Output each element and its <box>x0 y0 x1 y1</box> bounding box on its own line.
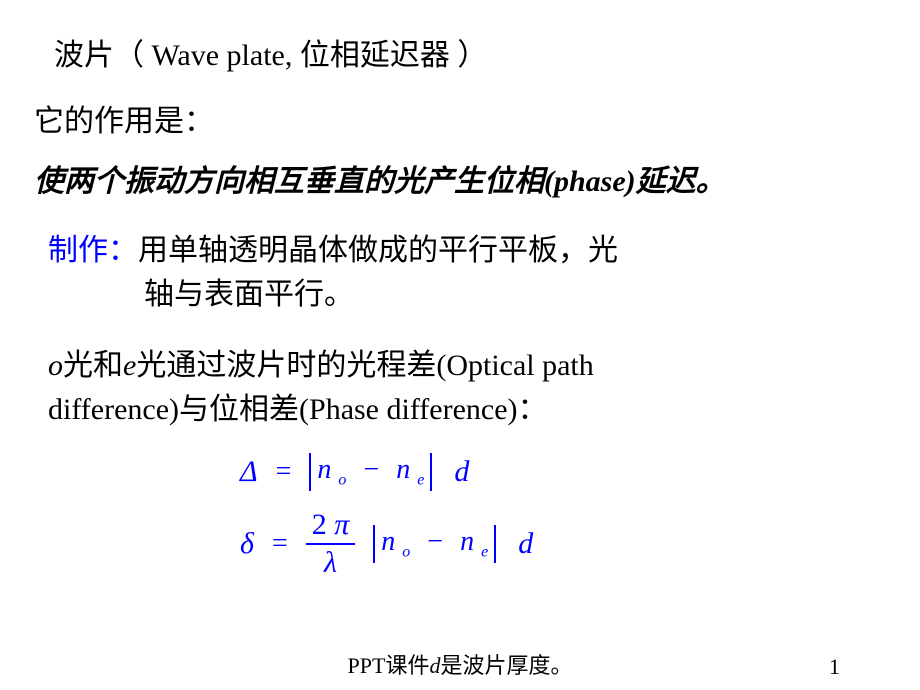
eq1-abs: n o − n e <box>309 453 432 491</box>
eq2-e-sub: e <box>481 543 488 560</box>
title-suffix: 位相延迟器 ） <box>300 39 488 72</box>
slide-title: 波片（ Wave plate, 位相延迟器 ） <box>54 30 890 74</box>
function-label: 它的作用是： <box>34 96 890 140</box>
eq2-minus: − <box>427 526 443 557</box>
eq2-lambda: λ <box>324 545 337 579</box>
eq1-e-sub: e <box>417 472 424 489</box>
o-italic: o <box>48 349 63 382</box>
eq2-fraction: 2 π λ <box>306 509 356 578</box>
opd-line2: difference)与位相差(Phase difference)： <box>48 393 548 426</box>
optical-path-block: o光和e光通过波片时的光程差(Optical path difference)与… <box>48 344 890 431</box>
eq2-numerator: 2 π <box>306 509 356 545</box>
make-line1: 用单轴透明晶体做成的平行平板，光 <box>138 234 618 267</box>
eq1-n2: n <box>396 454 410 485</box>
eq2-n2: n <box>460 526 474 557</box>
e-italic: e <box>123 349 136 382</box>
eq1-delta: Δ <box>240 455 258 489</box>
eq2-delta: δ <box>240 527 254 561</box>
opd-mid1: 光和 <box>63 349 123 382</box>
eq2-abs: n o − n e <box>373 525 496 563</box>
eq1-o-sub: o <box>338 472 346 489</box>
title-english: Wave plate, <box>152 39 300 72</box>
eq2-equals: = <box>272 528 288 560</box>
footer-text: PPT课件d是波片厚度。 <box>0 648 920 680</box>
eq2-pi: π <box>334 508 349 541</box>
eq2-o-sub: o <box>402 543 410 560</box>
page-number: 1 <box>829 654 840 680</box>
slide-content: 波片（ Wave plate, 位相延迟器 ） 它的作用是： 使两个振动方向相互… <box>0 0 920 578</box>
eq1-n1: n <box>317 454 331 485</box>
eq1-d: d <box>454 455 469 489</box>
make-label: 制作： <box>48 234 138 267</box>
opd-mid2: 光通过波片时的光程差(Optical path <box>136 349 593 382</box>
footer-rest: 是波片厚度。 <box>440 653 572 678</box>
footer-ppt: PPT课件 <box>348 653 430 678</box>
equation-1: Δ = n o − n e d <box>240 453 890 491</box>
function-description: 使两个振动方向相互垂直的光产生位相(phase)延迟。 <box>34 162 890 201</box>
footer-d: d <box>429 653 440 678</box>
title-prefix: 波片（ <box>54 39 152 72</box>
eq2-n1: n <box>381 526 395 557</box>
make-line2: 轴与表面平行。 <box>144 278 354 311</box>
equations-block: Δ = n o − n e d δ = 2 π λ n <box>240 453 890 578</box>
eq1-minus: − <box>363 454 379 485</box>
eq2-d: d <box>518 527 533 561</box>
make-block: 制作：用单轴透明晶体做成的平行平板，光 轴与表面平行。 <box>48 229 890 316</box>
equation-2: δ = 2 π λ n o − n e d <box>240 509 890 578</box>
eq2-two: 2 <box>312 508 327 541</box>
eq1-equals: = <box>276 456 292 488</box>
